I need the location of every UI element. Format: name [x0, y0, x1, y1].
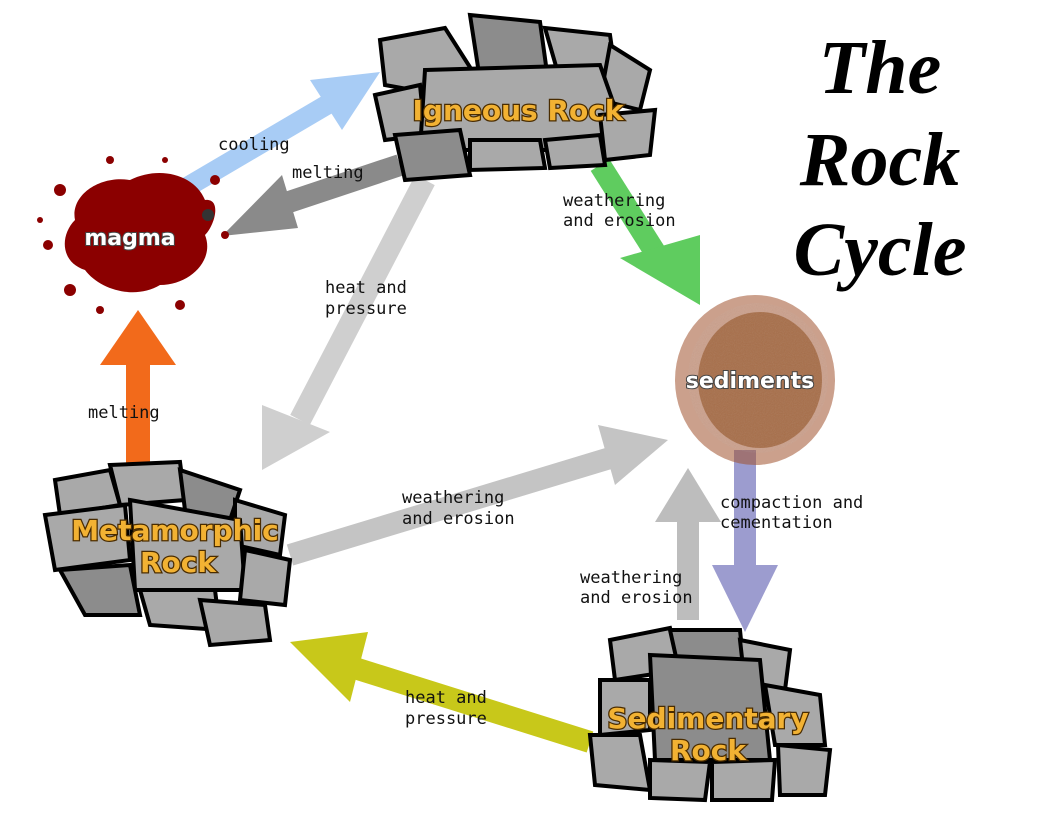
- weathering-label-sedimentary-2: and erosion: [580, 588, 693, 608]
- melting-arrow-top: [222, 154, 404, 236]
- heat-pressure-label-igneous-2: pressure: [325, 299, 407, 319]
- weathering-label-igneous-1: weathering: [563, 191, 665, 211]
- weathering-label-metamorphic-1: weathering: [402, 488, 504, 508]
- compaction-arrow: [712, 450, 778, 632]
- sediments-label: sediments: [686, 369, 814, 394]
- heat-pressure-label-sedimentary-1: heat and: [405, 688, 487, 708]
- heat-pressure-label-igneous-1: heat and: [325, 278, 407, 298]
- melting-arrow-left: [100, 310, 176, 465]
- title-line-2: Rock: [799, 118, 961, 202]
- sedimentary-rock-label-line1: Sedimentary: [607, 702, 808, 735]
- metamorphic-rock-node: Metamorphic Rock: [42, 459, 293, 648]
- compaction-label-2: cementation: [720, 513, 833, 533]
- cooling-label: cooling: [218, 135, 290, 155]
- heat-pressure-label-sedimentary-2: pressure: [405, 709, 487, 729]
- weathering-arrow-igneous: [590, 159, 700, 305]
- magma-label: magma: [84, 226, 175, 251]
- weathering-arrow-sedimentary: [655, 468, 721, 620]
- metamorphic-rock-label-line1: Metamorphic: [71, 514, 279, 547]
- heat-pressure-arrow-sedimentary: [290, 632, 594, 753]
- weathering-label-sedimentary-1: weathering: [580, 568, 682, 588]
- weathering-label-metamorphic-2: and erosion: [402, 509, 515, 529]
- melting-label-left: melting: [88, 403, 160, 423]
- title-line-1: The: [818, 26, 942, 110]
- sedimentary-rock-node: Sedimentary Rock: [587, 625, 833, 803]
- sediments-node: sediments: [675, 295, 835, 465]
- weathering-arrow-metamorphic: [286, 425, 668, 566]
- sedimentary-rock-label-line2: Rock: [670, 734, 747, 767]
- weathering-label-igneous-2: and erosion: [563, 211, 676, 231]
- igneous-rock-node: Igneous Rock: [372, 12, 658, 183]
- igneous-rock-label: Igneous Rock: [413, 94, 625, 127]
- metamorphic-rock-label-line2: Rock: [140, 546, 217, 579]
- compaction-label-1: compaction and: [720, 493, 863, 513]
- title-line-3: Cycle: [793, 208, 967, 292]
- cooling-arrow: [159, 72, 380, 209]
- melting-label-top: melting: [292, 163, 364, 183]
- magma-node: magma: [37, 156, 229, 314]
- heat-pressure-arrow-igneous: [262, 174, 435, 470]
